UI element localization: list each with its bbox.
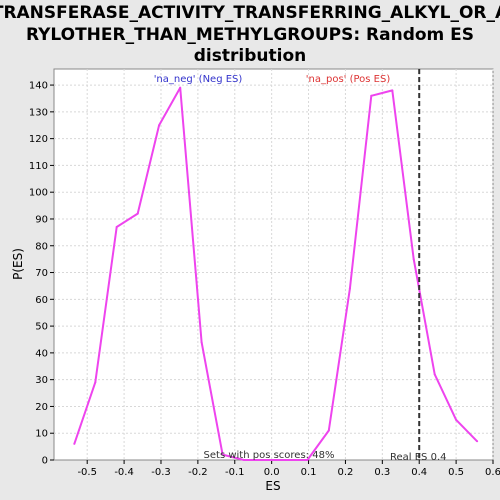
data-point: [73, 442, 76, 445]
chart-title-line-1: TRANSFERASE_ACTIVITY_TRANSFERRING_ALKYL_…: [0, 3, 500, 23]
data-point: [327, 429, 330, 432]
y-tick-label: 70: [35, 268, 48, 279]
y-tick-label: 50: [35, 322, 48, 333]
data-point: [455, 418, 458, 421]
pos-es-annotation: 'na_pos' (Pos ES): [306, 74, 391, 85]
y-tick-label: 40: [35, 348, 48, 359]
x-tick-label: -0.2: [188, 467, 208, 478]
plot-area: [53, 68, 494, 461]
y-tick-label: 130: [29, 107, 48, 118]
real-es-annotation: Real ES 0.4: [390, 452, 446, 463]
es-distribution-line: [73, 86, 478, 461]
data-point: [306, 459, 309, 461]
x-tick-label: -0.1: [225, 467, 245, 478]
y-tick-label: 30: [35, 375, 48, 386]
chart-title-line-3: distribution: [194, 46, 306, 66]
y-tick-label: 0: [42, 456, 48, 467]
x-tick-label: 0.0: [264, 467, 280, 478]
y-tick-label: 20: [35, 402, 48, 413]
y-tick-label: 100: [29, 188, 48, 199]
data-point: [476, 440, 479, 443]
data-point: [391, 89, 394, 92]
x-tick-label: 0.5: [448, 467, 464, 478]
data-point: [285, 459, 288, 461]
y-tick-label: 90: [35, 214, 48, 225]
data-point: [158, 124, 161, 127]
sets-pos-scores-annotation: Sets with pos scores: 48%: [204, 450, 335, 461]
series-layer: [73, 86, 479, 461]
data-point: [370, 94, 373, 97]
data-point: [348, 287, 351, 290]
axes: 0 10 20 30 40 50 60 70 80 90 100 110 120 130 140 -0.5 -0…: [29, 81, 500, 478]
data-point: [136, 212, 139, 215]
x-tick-label: -0.3: [151, 467, 171, 478]
y-tick-label: 60: [35, 295, 48, 306]
x-tick-label: 0.1: [301, 467, 317, 478]
data-point: [412, 258, 415, 261]
y-axis-label: P(ES): [11, 248, 25, 280]
data-point: [200, 341, 203, 344]
data-point: [264, 459, 267, 461]
y-tick-label: 10: [35, 429, 48, 440]
x-axis-label: ES: [265, 479, 280, 493]
data-point: [433, 373, 436, 376]
y-tick-label: 120: [29, 134, 48, 145]
y-tick-label: 80: [35, 241, 48, 252]
y-tick-label: 110: [29, 161, 48, 172]
data-point: [179, 86, 182, 89]
x-tick-label: 0.3: [374, 467, 390, 478]
x-tick-label: 0.4: [411, 467, 427, 478]
data-point: [94, 381, 97, 384]
x-tick-label: 0.2: [337, 467, 353, 478]
y-tick-label: 140: [29, 81, 48, 92]
x-tick-label: -0.4: [114, 467, 134, 478]
x-tick-label: -0.5: [77, 467, 97, 478]
chart-title-line-2: RYLOTHER_THAN_METHYLGROUPS: Random ES: [26, 25, 474, 45]
data-point: [242, 459, 245, 461]
x-tick-label: 0.6: [485, 467, 500, 478]
neg-es-annotation: 'na_neg' (Neg ES): [154, 74, 243, 85]
data-point: [221, 453, 224, 456]
data-point: [115, 226, 118, 229]
